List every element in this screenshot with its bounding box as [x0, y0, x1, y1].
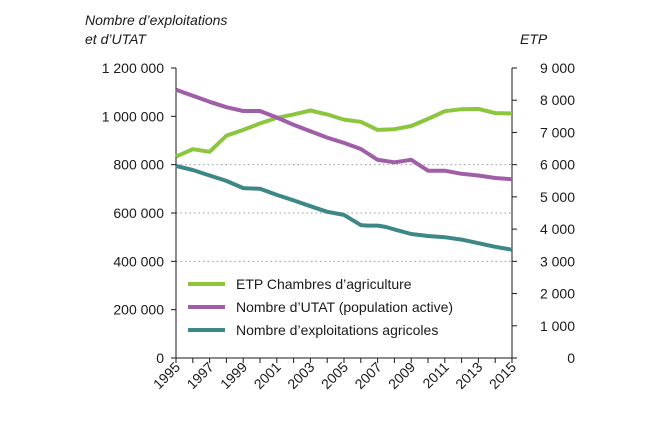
- left-axis-title-line1: Nombre d’exploitations: [85, 12, 227, 28]
- x-tick-label: 2013: [452, 359, 485, 392]
- left-tick-label: 800 000: [113, 157, 164, 173]
- left-tick-label: 600 000: [113, 205, 164, 221]
- left-tick-label: 200 000: [113, 302, 164, 318]
- right-tick-label: 7 000: [540, 124, 575, 140]
- series-line-0: [175, 106, 513, 159]
- x-tick-label: 2005: [318, 359, 351, 392]
- legend-label-1: Nombre d’UTAT (population active): [236, 299, 453, 315]
- right-tick-label: 3 000: [540, 253, 575, 269]
- x-axis-ticks: 1995 1997 1999 2001 2003 2005 2007 2009 2011 2013…: [150, 358, 519, 392]
- x-tick-label: 2003: [284, 359, 317, 392]
- right-tick-label: 5 000: [540, 189, 575, 205]
- x-tick-label: 2015: [486, 359, 519, 392]
- right-tick-label: 6 000: [540, 157, 575, 173]
- series-line-2: [175, 163, 513, 252]
- right-tick-label: 8 000: [540, 92, 575, 108]
- x-tick-label: 2007: [351, 359, 384, 392]
- legend-label-2: Nombre d’exploitations agricoles: [236, 322, 438, 338]
- right-tick-label: 4 000: [540, 221, 575, 237]
- right-tick-label: 2 000: [540, 286, 575, 302]
- series-lines: [175, 87, 513, 252]
- legend: ETP Chambres d’agriculture Nombre d’UTAT …: [188, 276, 453, 338]
- left-tick-label: 400 000: [113, 253, 164, 269]
- left-tick-label: 0: [156, 350, 164, 366]
- right-axis-title: ETP: [520, 31, 548, 47]
- x-tick-label: 1999: [217, 359, 250, 392]
- left-axis-title-line2: et d’UTAT: [85, 31, 147, 47]
- right-tick-label: 0: [567, 350, 575, 366]
- left-tick-label: 1 000 000: [102, 108, 164, 124]
- left-axis-ticks: 0 200 000 400 000 600 000 800 000 1 000 000 1 …: [102, 60, 176, 366]
- legend-label-0: ETP Chambres d’agriculture: [236, 276, 412, 292]
- x-tick-label: 2011: [419, 359, 452, 392]
- series-line-1: [175, 87, 513, 182]
- right-tick-label: 9 000: [540, 60, 575, 76]
- x-tick-label: 1997: [183, 359, 216, 392]
- x-tick-label: 1995: [150, 359, 183, 392]
- right-axis-ticks: 0 1 000 2 000 3 000 4 000 5 000 6 000 7 000 8 00…: [512, 60, 575, 366]
- x-tick-label: 2009: [385, 359, 418, 392]
- right-tick-label: 1 000: [540, 318, 575, 334]
- x-tick-label: 2001: [251, 359, 284, 392]
- left-tick-label: 1 200 000: [102, 60, 164, 76]
